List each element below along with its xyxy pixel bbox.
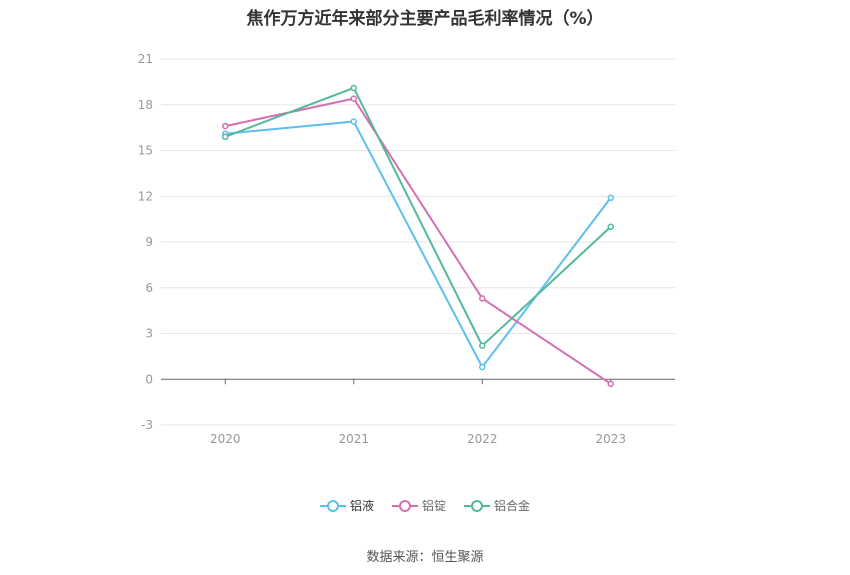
data-point[interactable]	[222, 133, 229, 141]
data-point[interactable]	[479, 363, 486, 371]
legend-label: 铝合金	[494, 499, 531, 513]
y-tick-label: 21	[138, 52, 153, 66]
legend-line-circle-icon	[391, 499, 418, 512]
x-tick-label: 2022	[467, 432, 498, 446]
y-tick-label: 9	[145, 235, 153, 249]
data-point[interactable]	[350, 118, 357, 125]
data-point[interactable]	[607, 194, 614, 202]
data-point[interactable]	[479, 295, 486, 302]
y-tick-label: 6	[145, 281, 153, 295]
legend-label: 铝液	[349, 499, 374, 513]
x-tick-label: 2023	[595, 432, 626, 446]
y-tick-label: 15	[138, 144, 153, 158]
series-1	[222, 118, 614, 371]
series-line	[225, 120, 612, 369]
series-lines	[222, 84, 614, 388]
series-3	[222, 84, 614, 349]
legend-line-circle-icon	[464, 499, 490, 512]
y-axis-tick-labels: -3 0 3 6 9 12 15 18 21	[138, 52, 153, 432]
y-tick-label: 3	[145, 327, 153, 341]
legend-item-2[interactable]: 铝锭	[391, 497, 446, 514]
x-axis: 2020 2021 2022 2023	[161, 378, 675, 446]
data-source-note: 数据来源：恒生聚源	[366, 550, 484, 565]
legend-line-circle-icon	[319, 499, 346, 512]
x-tick-label: 2020	[210, 432, 241, 446]
data-point[interactable]	[350, 84, 357, 92]
y-tick-label: 18	[138, 98, 153, 112]
data-point[interactable]	[222, 122, 229, 130]
data-point[interactable]	[607, 223, 614, 230]
legend-item-1[interactable]: 铝液	[319, 497, 374, 514]
data-point[interactable]	[350, 95, 357, 102]
series-2	[222, 95, 614, 388]
legend-label: 铝锭	[421, 499, 446, 513]
grid-lines	[161, 58, 675, 426]
y-tick-label: 12	[138, 189, 153, 203]
series-line	[224, 86, 612, 347]
data-point[interactable]	[479, 342, 486, 349]
legend-item-3[interactable]: 铝合金	[464, 497, 530, 514]
y-tick-label: -3	[141, 418, 153, 432]
data-point[interactable]	[607, 380, 614, 388]
y-tick-label: 0	[145, 372, 153, 386]
series-line	[225, 97, 612, 385]
legend: 铝液 铝锭 铝合金	[0, 497, 850, 514]
chart-title: 焦作万方近年来部分主要产品毛利率情况（%）	[246, 9, 604, 29]
x-tick-label: 2021	[338, 432, 369, 446]
